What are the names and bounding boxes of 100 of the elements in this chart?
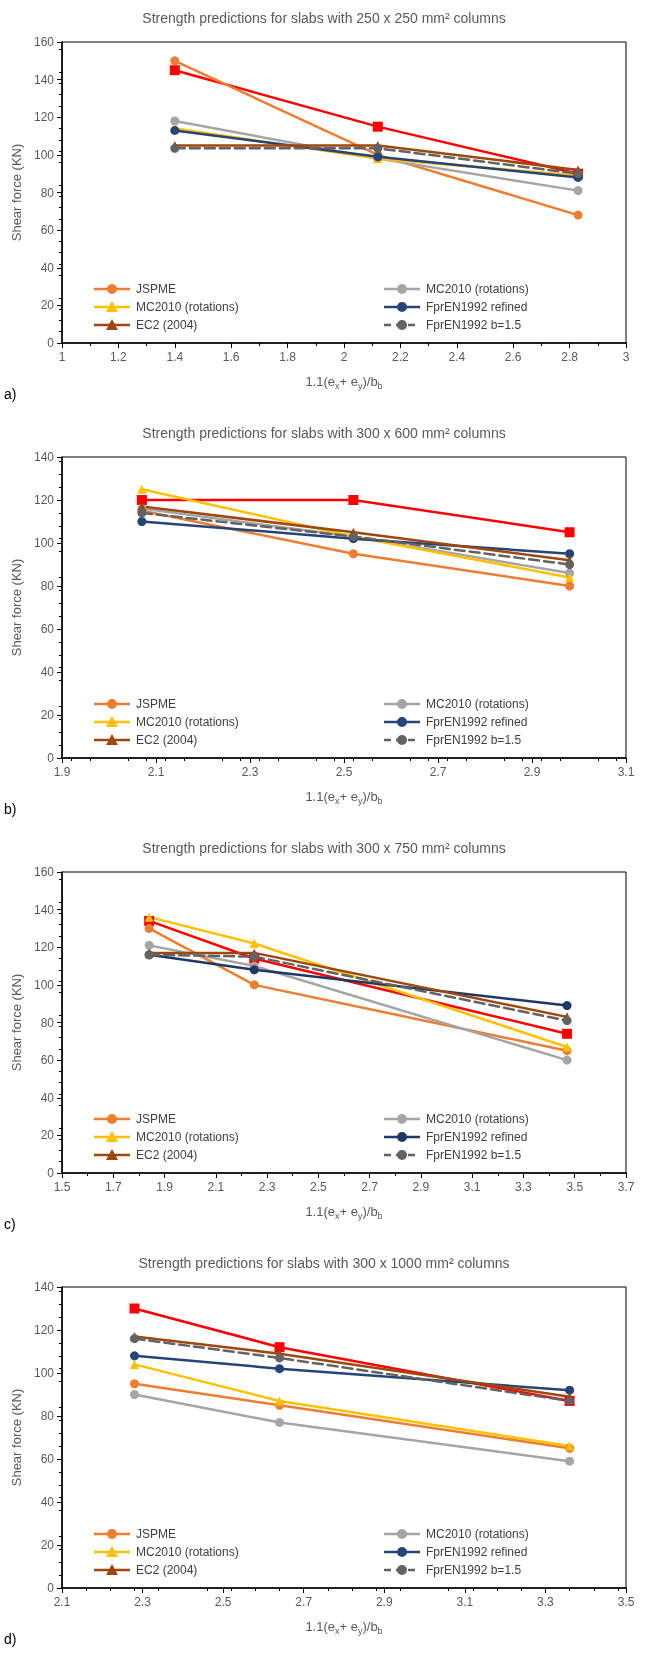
legend-label: MC2010 (rotations) [136, 300, 239, 314]
y-tick-label: 20 [40, 298, 55, 313]
y-axis-title: Shear force (KN) [9, 1388, 25, 1487]
text: d) [4, 1631, 17, 1647]
y-tick-label: 120 [33, 940, 55, 955]
y-tick-label: 80 [40, 579, 55, 593]
y-tick-label: 0 [47, 336, 55, 350]
x-tick-label: 2.5 [214, 1595, 232, 1609]
legend-label: EC2 (2004) [136, 1148, 198, 1162]
x-tick-label: 3.3 [515, 1180, 533, 1194]
x-tick-label: 1.9 [53, 765, 71, 779]
x-tick-label: 1.8 [279, 350, 297, 364]
y-tick-label: 80 [40, 1409, 55, 1423]
y-tick-label: 100 [33, 147, 55, 162]
x-tick-label: 1 [58, 350, 66, 364]
x-tick-label: 3.3 [537, 1595, 555, 1609]
x-tick-label: 3.1 [617, 765, 635, 779]
x-tick-label: 1.5 [53, 1180, 71, 1194]
y-tick-label: 100 [33, 1366, 55, 1380]
y-tick-label: 100 [33, 977, 55, 992]
legend-label: MC2010 (rotations) [426, 697, 529, 711]
y-tick-label: 120 [33, 493, 55, 507]
y-tick-label: 60 [40, 223, 55, 238]
y-tick-label: 140 [33, 72, 55, 87]
x-tick-label: 2.9 [375, 1595, 393, 1609]
x-tick-label: 2.3 [241, 765, 259, 779]
legend-label: FprEN1992 b=1.5 [426, 1148, 522, 1162]
y-tick-label: 160 [33, 865, 55, 879]
x-tick-label: 2.2 [392, 350, 410, 364]
x-tick-label: 2.3 [134, 1595, 152, 1609]
x-tick-label: 1.7 [104, 1180, 122, 1194]
x-tick-label: 2.7 [295, 1595, 313, 1609]
legend-label: MC2010 (rotations) [136, 715, 239, 729]
text: a) [4, 386, 17, 402]
x-tick-label: 3 [622, 350, 630, 364]
y-tick-label: 60 [40, 1452, 55, 1466]
x-tick-label: 2.9 [412, 1180, 430, 1194]
legend-label: MC2010 (rotations) [136, 1130, 239, 1144]
x-tick-label: 2.3 [258, 1180, 276, 1194]
y-axis-title: Shear force (KN) [9, 558, 25, 657]
y-tick-label: 140 [33, 902, 55, 917]
x-tick-label: 3.1 [463, 1180, 481, 1194]
legend-label: MC2010 (rotations) [136, 1545, 239, 1559]
y-tick-label: 120 [33, 1323, 55, 1337]
x-tick-label: 2.5 [310, 1180, 328, 1194]
y-tick-label: 60 [40, 1053, 55, 1068]
legend-label: FprEN1992 refined [426, 1130, 528, 1144]
legend-label: FprEN1992 refined [426, 715, 528, 729]
x-tick-label: 2.5 [335, 765, 353, 779]
x-tick-label: 2.1 [147, 765, 165, 779]
legend-label: MC2010 (rotations) [426, 282, 529, 296]
y-tick-label: 20 [40, 1538, 55, 1552]
text: b) [4, 801, 17, 817]
x-tick-label: 1.2 [110, 350, 128, 364]
y-tick-label: 20 [40, 1128, 55, 1143]
legend-label: FprEN1992 refined [426, 300, 528, 314]
legend-label: FprEN1992 b=1.5 [426, 733, 522, 747]
x-tick-label: 2.4 [448, 350, 466, 364]
y-tick-label: 0 [47, 1166, 55, 1180]
x-tick-label: 2.9 [523, 765, 541, 779]
legend-label: EC2 (2004) [136, 318, 198, 332]
x-tick-label: 1.6 [222, 350, 240, 364]
x-tick-label: 2.1 [53, 1595, 71, 1609]
x-tick-label: 1.9 [156, 1180, 174, 1194]
x-tick-label: 2.6 [504, 350, 522, 364]
x-tick-label: 3.1 [456, 1595, 474, 1609]
x-tick-label: 3.7 [617, 1180, 635, 1194]
chart-title: Strength predictions for slabs with 250 x 250 mm² columns [142, 10, 506, 26]
legend-label: JSPME [136, 697, 177, 711]
x-tick-label: 2.8 [561, 350, 579, 364]
x-tick-label: 3.5 [566, 1180, 584, 1194]
legend-label: JSPME [136, 1112, 177, 1126]
y-tick-label: 80 [40, 185, 55, 200]
legend-label: EC2 (2004) [136, 733, 198, 747]
y-tick-label: 40 [40, 1495, 55, 1509]
legend-label: JSPME [136, 282, 177, 296]
x-tick-label: 2.7 [361, 1180, 379, 1194]
legend-label: MC2010 (rotations) [426, 1112, 529, 1126]
y-tick-label: 0 [47, 1581, 55, 1595]
y-tick-label: 60 [40, 622, 55, 636]
x-tick-label: 3.5 [617, 1595, 635, 1609]
legend-label: MC2010 (rotations) [426, 1527, 529, 1541]
legend-label: FprEN1992 b=1.5 [426, 318, 522, 332]
y-tick-label: 100 [33, 536, 55, 550]
y-axis-title: Shear force (KN) [9, 973, 25, 1072]
y-tick-label: 40 [40, 260, 55, 275]
chart-title: Strength predictions for slabs with 300 x 600 mm² columns [142, 425, 506, 441]
legend-label: EC2 (2004) [136, 1563, 198, 1577]
y-tick-label: 0 [47, 751, 55, 765]
y-tick-label: 20 [40, 708, 55, 722]
y-tick-label: 140 [33, 450, 55, 464]
y-tick-label: 40 [40, 665, 55, 679]
y-axis-title: Shear force (KN) [9, 143, 25, 242]
text: c) [4, 1216, 16, 1232]
x-tick-label: 1.4 [166, 350, 184, 364]
y-tick-label: 80 [40, 1015, 55, 1030]
y-tick-label: 40 [40, 1090, 55, 1105]
chart-title: Strength predictions for slabs with 300 x 1000 mm² columns [138, 1255, 510, 1271]
x-tick-label: 2.7 [429, 765, 447, 779]
chart-title: Strength predictions for slabs with 300 x 750 mm² columns [142, 840, 506, 856]
